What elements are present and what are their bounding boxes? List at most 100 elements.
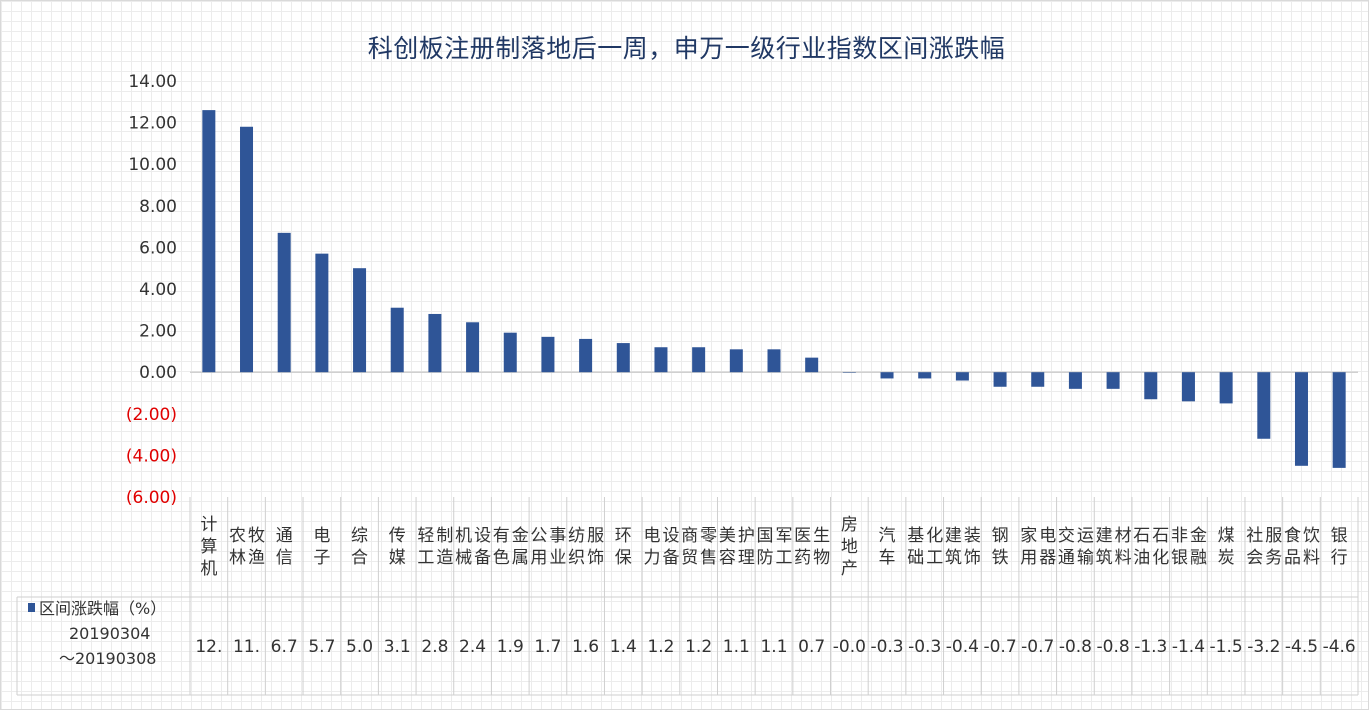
table-value: -0.3 [870,637,903,657]
bar [466,322,480,373]
x-category-label: 传媒 [389,526,406,568]
y-tick-label: (6.00) [126,488,177,508]
table-value: -0.8 [1097,637,1130,657]
x-category-char: 钢 [992,526,1009,546]
x-category-char: 美 [719,526,736,546]
x-category-char: 设 [662,526,679,546]
x-category-char: 材 [1115,526,1132,546]
x-category-char: 建 [945,526,962,546]
x-category-char: 电 [1039,526,1056,546]
bar [1181,372,1195,402]
x-category-char: 家 [1020,526,1037,546]
x-category-char: 础 [907,548,924,568]
x-category-char: 行 [1331,548,1348,568]
x-category-char: 非 [1171,526,1188,546]
x-category-char: 用 [1020,548,1037,568]
x-category-char: 化 [926,526,943,546]
table-value: 1.7 [534,637,561,657]
table-value: 1.4 [610,637,637,657]
x-category-char: 用 [530,548,547,568]
x-category-char: 备 [474,548,491,568]
x-category-char: 基 [907,526,924,546]
x-category-char: 煤 [1218,526,1235,546]
x-category-char: 计 [200,515,217,535]
x-category-label: 房地产 [841,515,858,579]
x-category-char: 会 [1246,548,1263,568]
bar [503,332,517,373]
legend-swatch [28,603,35,612]
x-category-char: 运 [1077,526,1094,546]
bar [616,343,630,373]
x-category-char: 业 [549,548,566,568]
bar [842,372,856,373]
x-category-char: 传 [389,526,406,546]
bar [1332,372,1346,468]
x-category-label: 综合 [351,526,368,568]
x-category-char: 务 [1265,548,1282,568]
x-category-char: 牧 [248,526,265,546]
y-tick-label: 6.00 [139,238,177,258]
legend-label: 区间涨跌幅（%） [39,599,166,618]
x-category-char: 筑 [1096,548,1113,568]
bar [993,372,1007,387]
x-category-label: 计算机 [200,515,217,579]
table-value: -4.6 [1323,637,1356,657]
bar [1106,372,1120,389]
bar [1144,372,1158,400]
table-value: 2.4 [459,637,486,657]
table-value: 2.8 [421,637,448,657]
x-category-char: 环 [615,526,632,546]
bar [692,347,706,373]
bar [1257,372,1271,439]
table-value: 0.7 [798,637,825,657]
bar [579,338,593,373]
x-category-char: 银 [1331,526,1348,546]
table-value: -0.3 [908,637,941,657]
table-value: 12. [195,637,222,657]
legend-date-start: 20190304 [69,624,150,643]
table-value: 6.7 [271,637,298,657]
x-category-char: 色 [493,548,510,568]
x-category-char: 服 [587,526,604,546]
bar [729,349,743,373]
x-category-char: 生 [813,526,830,546]
y-tick-label: 8.00 [139,197,177,217]
x-category-char: 保 [615,548,632,568]
bar [390,307,404,373]
y-tick-label: 12.00 [128,114,177,134]
x-category-char: 料 [1115,548,1132,568]
y-tick-label: 2.00 [139,322,177,342]
x-category-char: 金 [1190,526,1207,546]
x-category-char: 器 [1039,548,1056,568]
x-category-char: 产 [841,559,858,579]
x-category-label: 汽车 [879,526,896,568]
table-value: -3.2 [1247,637,1280,657]
x-category-char: 合 [351,548,368,568]
table-value: 1.2 [685,637,712,657]
bar [353,268,367,373]
y-tick-label: 0.00 [139,363,177,383]
x-category-char: 交 [1058,526,1075,546]
x-category-char: 媒 [389,548,406,568]
table-value: -1.3 [1134,637,1167,657]
x-category-label: 通信 [276,526,293,568]
x-category-char: 贸 [681,548,698,568]
x-category-char: 理 [738,548,755,568]
x-category-char: 造 [436,548,453,568]
bar [955,372,969,381]
bar [541,336,555,373]
bars [202,110,1346,468]
bar [1068,372,1082,389]
y-tick-label: 14.00 [128,72,177,92]
bar [918,372,932,379]
x-category-char: 炭 [1218,548,1235,568]
x-category-char: 医 [794,526,811,546]
